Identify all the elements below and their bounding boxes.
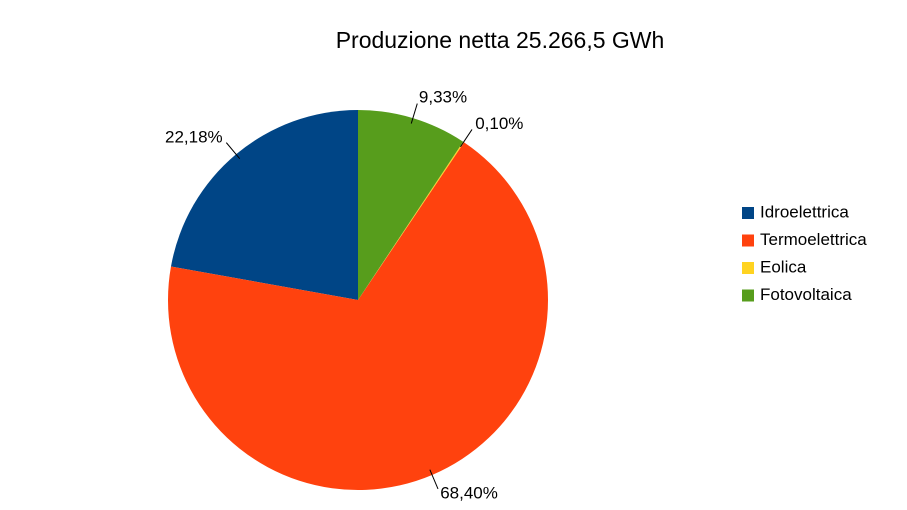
data-label: 0,10%: [475, 114, 523, 133]
leader-line: [429, 469, 439, 490]
pie-slice: [168, 142, 548, 490]
legend-swatch: [742, 289, 754, 302]
leader-line: [460, 129, 473, 148]
pie-slice: [358, 141, 465, 300]
legend-label: Idroelettrica: [760, 202, 849, 221]
data-label: 68,40%: [440, 484, 498, 503]
legend-label: Eolica: [760, 257, 807, 276]
legend-swatch: [742, 207, 754, 219]
legend-label: Fotovoltaica: [760, 285, 852, 304]
data-label: 22,18%: [165, 128, 223, 147]
chart-title: Produzione netta 25.266,5 GWh: [336, 27, 665, 53]
pie-slice: [358, 110, 464, 300]
data-label: 9,33%: [419, 88, 467, 107]
legend-label: Termoelettrica: [760, 230, 867, 249]
leader-line: [225, 142, 241, 159]
legend-swatch: [742, 262, 754, 274]
leader-line: [410, 103, 418, 124]
legend-swatch: [742, 234, 754, 247]
pie-slice: [170, 110, 358, 300]
